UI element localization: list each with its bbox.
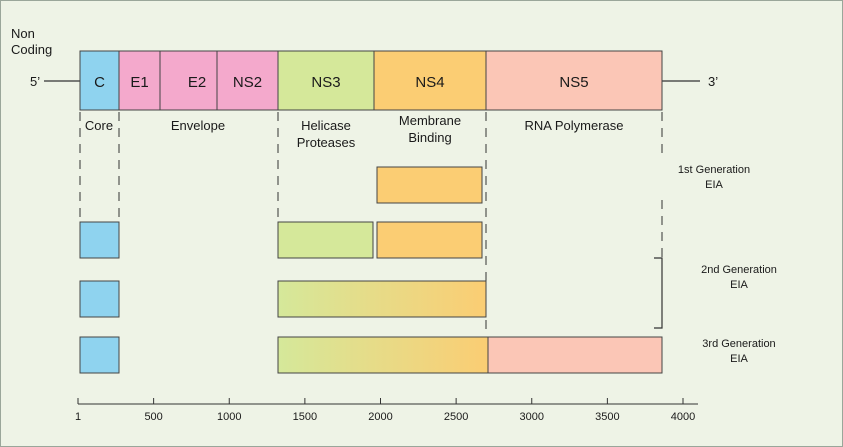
gen3-label-2: EIA <box>730 353 748 365</box>
function-helicase-2: Proteases <box>297 135 356 150</box>
gen3-core-block <box>79 336 120 374</box>
genome-bar: C E1 E2 NS2 NS3 NS4 NS5 <box>79 50 663 111</box>
gen1-label-1: 1st Generation <box>678 164 750 176</box>
gen3-ns5-block <box>487 336 663 374</box>
segment-e1 <box>118 50 161 111</box>
function-membrane-2: Binding <box>408 130 451 145</box>
non-coding-label-2: Coding <box>11 42 52 57</box>
segment-ns4 <box>373 50 487 111</box>
segment-label-c: C <box>94 74 105 91</box>
segment-ns3 <box>277 50 375 111</box>
axis-tick-label: 1500 <box>293 411 317 423</box>
three-prime-label: 3’ <box>708 74 718 89</box>
function-envelope: Envelope <box>171 118 225 133</box>
guide-lines <box>79 112 663 336</box>
segment-label-e1: E1 <box>130 74 148 91</box>
gen1-label-2: EIA <box>705 179 723 191</box>
segment-ns5 <box>485 50 663 111</box>
segment-label-ns4: NS4 <box>415 74 444 91</box>
gen2-label-2: EIA <box>730 279 748 291</box>
axis-tick-label: 4000 <box>671 411 695 423</box>
gen2a-ns3-block <box>277 221 374 259</box>
segment-label-ns5: NS5 <box>559 74 588 91</box>
gen1-ns4-block <box>376 166 483 204</box>
function-helicase-1: Helicase <box>301 118 351 133</box>
axis-tick-label: 1 <box>75 411 81 423</box>
axis-tick-label: 2500 <box>444 411 468 423</box>
gen2-label-1: 2nd Generation <box>701 264 777 276</box>
axis-ticks: 1 500 1000 1500 2000 2500 3000 3500 4000 <box>75 398 695 423</box>
gen2-bracket <box>654 257 663 329</box>
position-axis: 1 500 1000 1500 2000 2500 3000 3500 4000 <box>75 398 698 423</box>
gen2b-core-block <box>79 280 120 318</box>
axis-tick-label: 3000 <box>520 411 544 423</box>
function-core: Core <box>85 118 113 133</box>
axis-tick-label: 1000 <box>217 411 241 423</box>
function-membrane-1: Membrane <box>399 113 461 128</box>
segment-label-ns3: NS3 <box>311 74 340 91</box>
segment-c <box>79 50 120 111</box>
segment-e2 <box>159 50 218 111</box>
segment-label-ns2: NS2 <box>233 74 262 91</box>
axis-tick-label: 2000 <box>368 411 392 423</box>
gen3-label-1: 3rd Generation <box>702 338 775 350</box>
five-prime-label: 5’ <box>30 74 40 89</box>
axis-tick-label: 3500 <box>595 411 619 423</box>
function-rna-polymerase: RNA Polymerase <box>525 118 624 133</box>
axis-tick-label: 500 <box>144 411 162 423</box>
gen2b-ns34-block <box>277 280 487 318</box>
gen3-ns34-block <box>277 336 489 374</box>
segment-label-e2: E2 <box>188 74 206 91</box>
gen2a-ns4-block <box>376 221 483 259</box>
gen2a-core-block <box>79 221 120 259</box>
non-coding-label-1: Non <box>11 26 35 41</box>
